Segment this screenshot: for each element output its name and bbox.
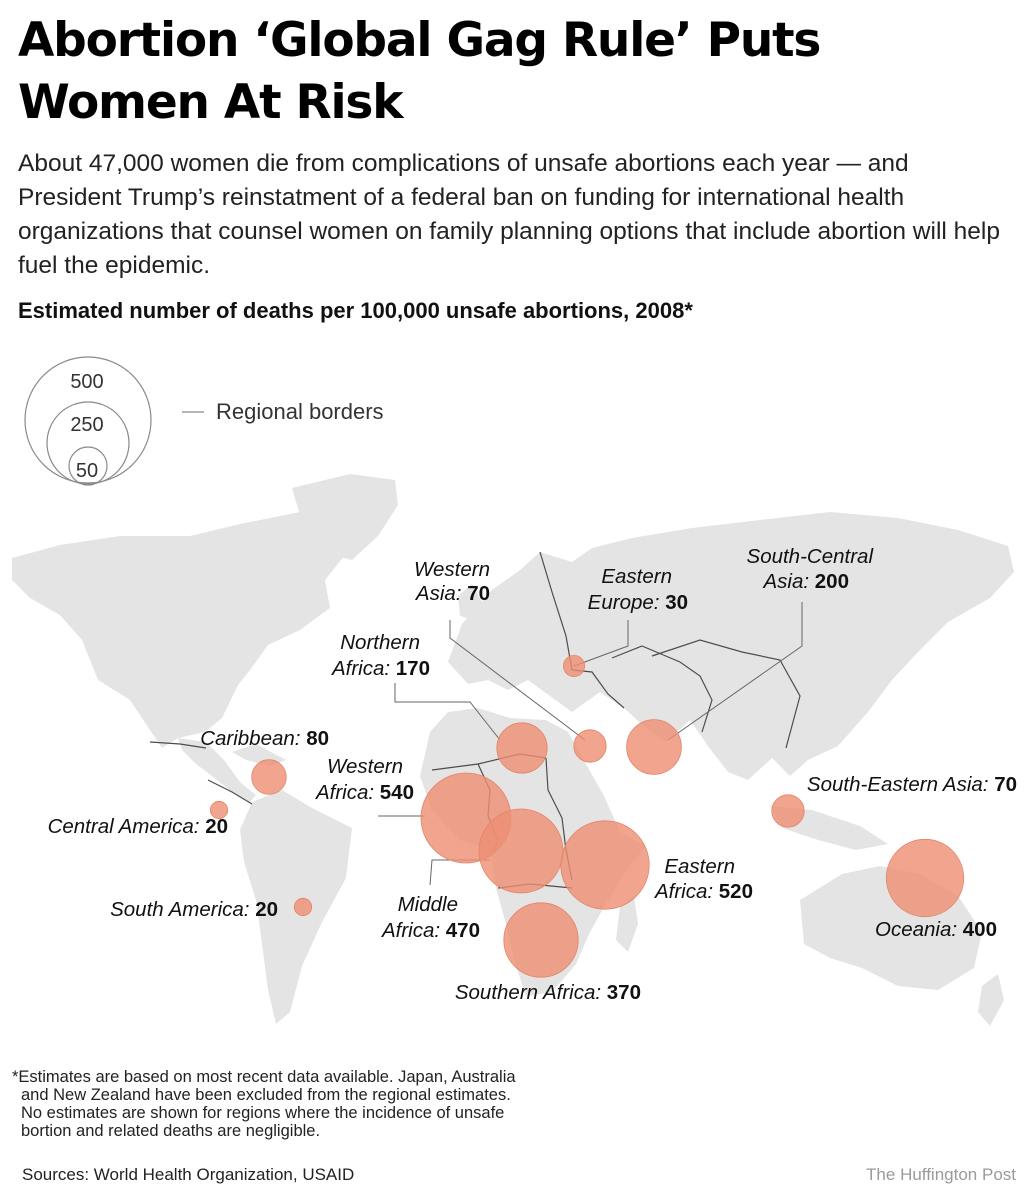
land-eurasia [448, 512, 1014, 780]
label-south-central-asia-line2: Asia: 200 [762, 570, 850, 593]
border-eastern-asia [651, 639, 801, 749]
label-oceania-name: Oceania: [875, 918, 957, 941]
label-eastern-africa-line2: Africa: 520 [653, 880, 753, 903]
bubble-central-america [209, 800, 229, 820]
label-oceania: Oceania: 400 [875, 918, 997, 941]
label-northern-africa-name: Africa: [330, 657, 390, 680]
label-south-central-asia-line1: South-Central [747, 545, 875, 568]
label-caribbean-value: 80 [306, 727, 329, 750]
label-western-asia-value: 70 [467, 582, 490, 605]
land-north-america [12, 512, 360, 748]
leader-south-central-asia [667, 602, 803, 741]
label-middle-africa-line1: Middle [398, 893, 458, 916]
label-western-africa-line1: Western [327, 755, 403, 778]
bubble-caribbean [251, 759, 287, 795]
label-northern-africa-value: 170 [396, 657, 430, 680]
legend-borders-label: Regional borders [216, 399, 384, 424]
border-central-south-america [207, 779, 253, 805]
label-south-central-asia-name: Asia: [762, 570, 810, 593]
label-oceania-value: 400 [963, 918, 997, 941]
label-western-africa-value: 540 [380, 781, 414, 804]
border-eastern-europe [539, 551, 573, 671]
label-eastern-europe-line1: Eastern [601, 565, 672, 588]
label-central-america: Central America: 20 [48, 815, 228, 838]
legend-label-500: 500 [70, 371, 103, 393]
bubble-south-eastern-asia [771, 794, 805, 828]
label-central-america-name: Central America: [48, 815, 200, 838]
label-northern-africa-line1: Northern [340, 631, 420, 654]
footnote-line-4: bortion and related deaths are negligibl… [21, 1122, 321, 1140]
bubble-western-asia [573, 729, 607, 763]
label-southern-africa-name: Southern Africa: [455, 981, 601, 1004]
footnote-line-1: *Estimates are based on most recent data… [12, 1068, 516, 1086]
world-bubble-map: 500 250 50 Regional borders Western Asia… [12, 356, 1017, 1026]
label-south-america-value: 20 [255, 898, 278, 921]
label-southern-africa: Southern Africa: 370 [455, 981, 641, 1004]
label-south-eastern-asia-name: South-Eastern Asia: [807, 773, 989, 796]
bubble-middle-africa [478, 808, 564, 894]
label-south-eastern-asia: South-Eastern Asia: 70 [807, 773, 1017, 796]
label-south-america: South America: 20 [110, 898, 278, 921]
chart-subtitle: Estimated number of deaths per 100,000 u… [18, 298, 693, 323]
label-caribbean-name: Caribbean: [200, 727, 300, 750]
label-eastern-europe-value: 30 [665, 591, 688, 614]
border-us-mexico [149, 741, 207, 749]
bubble-eastern-africa [560, 820, 650, 910]
legend-label-50: 50 [76, 460, 98, 482]
land-new-zealand [978, 974, 1004, 1026]
label-eastern-africa-name: Africa: [653, 880, 713, 903]
land-madagascar [616, 896, 638, 952]
label-eastern-africa-value: 520 [719, 880, 753, 903]
title-line-1: Abortion ‘Global Gag Rule’ Puts [18, 13, 821, 68]
legend-circle-50 [68, 446, 108, 486]
sources-line: Sources: World Health Organization, USAI… [22, 1165, 355, 1184]
label-western-asia-line2: Asia: 70 [414, 582, 490, 605]
footnote-line-2: and New Zealand have been excluded from … [21, 1086, 511, 1104]
label-eastern-europe-line2: Europe: 30 [588, 591, 688, 614]
label-south-eastern-asia-value: 70 [994, 773, 1017, 796]
bubble-eastern-europe [563, 654, 586, 677]
label-south-america-name: South America: [110, 898, 249, 921]
label-western-africa-line2: Africa: 540 [314, 781, 414, 804]
label-caribbean: Caribbean: 80 [200, 727, 329, 750]
land-uk [458, 584, 482, 620]
legend-label-250: 250 [70, 414, 103, 436]
label-southern-africa-value: 370 [607, 981, 641, 1004]
footnote-line-3: No estimates are shown for regions where… [21, 1104, 505, 1122]
bubble-south-central-asia [626, 719, 682, 775]
label-south-central-asia-value: 200 [815, 570, 849, 593]
size-legend: 500 250 50 Regional borders [24, 356, 384, 486]
lede-paragraph: About 47,000 women die from complication… [18, 150, 1000, 279]
bubble-south-america [293, 897, 313, 917]
land-central-america [178, 738, 256, 802]
land-greenland [292, 474, 398, 560]
bubble-southern-africa [503, 902, 579, 978]
title-line-2: Women At Risk [18, 75, 403, 130]
leader-lines [378, 602, 803, 886]
chart-title: Abortion ‘Global Gag Rule’ Puts Women At… [18, 10, 1018, 134]
bubble-layer [209, 654, 965, 978]
bubble-northern-africa [496, 722, 548, 774]
leader-eastern-europe [573, 620, 629, 667]
bubble-oceania [885, 838, 965, 918]
leader-northern-africa [394, 683, 501, 741]
legend-circle-500 [24, 356, 152, 484]
legend-circle-250 [46, 401, 130, 485]
label-western-asia-line1: Western [414, 558, 490, 581]
leader-western-asia [449, 620, 586, 741]
label-middle-africa-name: Africa: [380, 919, 440, 942]
footnote: *Estimates are based on most recent data… [12, 1068, 652, 1140]
publisher-credit: The Huffington Post [866, 1165, 1016, 1184]
label-eastern-europe-name: Europe: [588, 591, 660, 614]
border-south-central-asia [611, 645, 713, 733]
label-northern-africa-line2: Africa: 170 [330, 657, 430, 680]
region-labels: Western Asia: 70 Eastern Europe: 30 Sout… [48, 545, 1017, 1004]
label-western-asia-name: Asia: [414, 582, 462, 605]
label-middle-africa-value: 470 [446, 919, 480, 942]
label-western-africa-name: Africa: [314, 781, 374, 804]
label-eastern-africa-line1: Eastern [664, 855, 735, 878]
label-central-america-value: 20 [205, 815, 228, 838]
label-middle-africa-line2: Africa: 470 [380, 919, 480, 942]
